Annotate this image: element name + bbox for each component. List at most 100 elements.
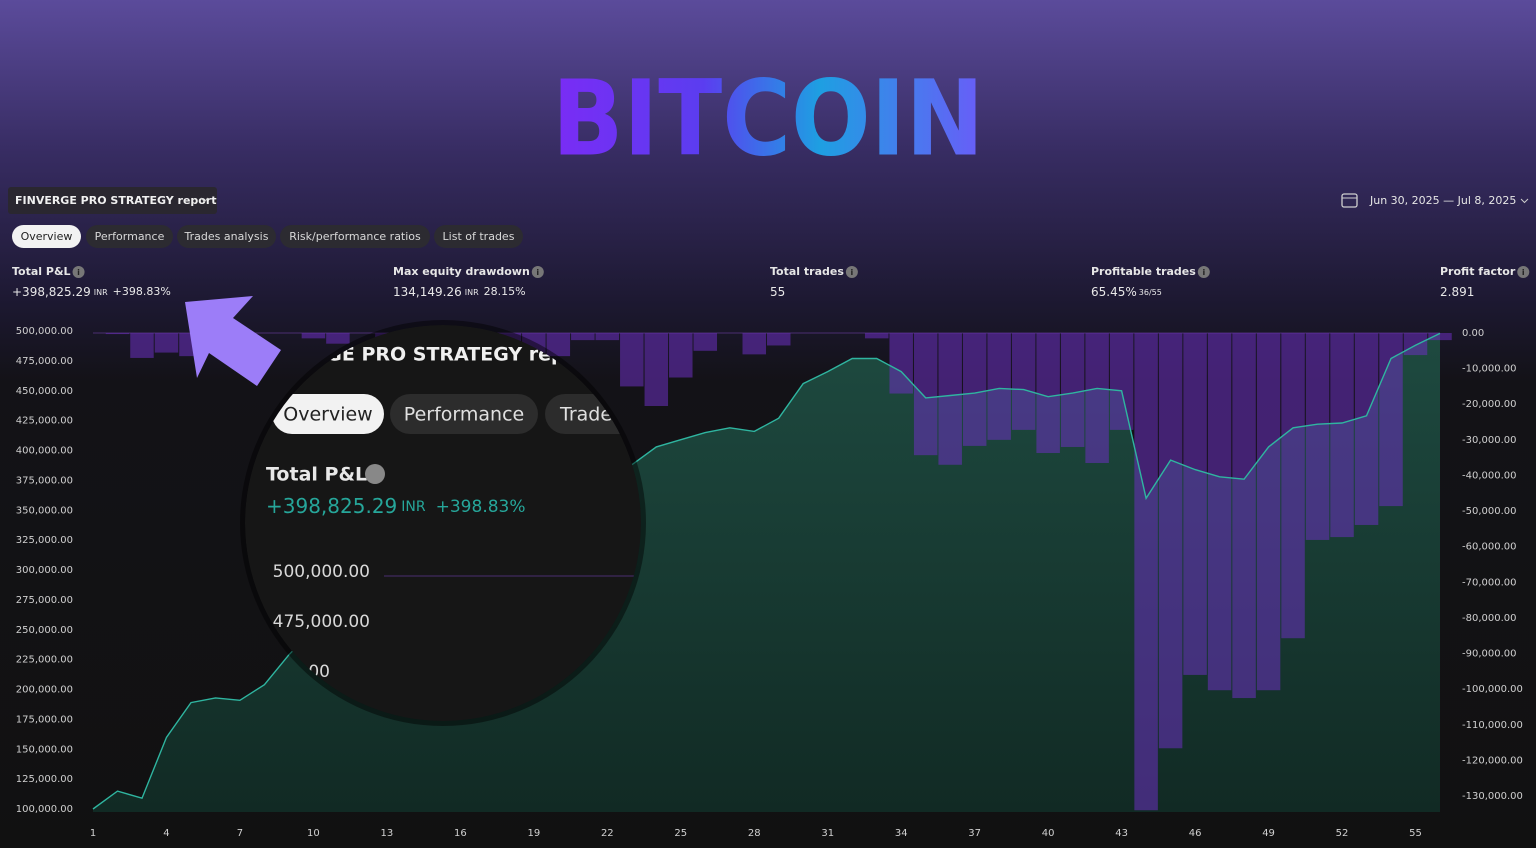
pointer-arrow [185, 296, 281, 386]
x-tick-label: 10 [307, 828, 320, 839]
x-tick-label: 25 [674, 828, 687, 839]
drawdown-bar [1109, 333, 1134, 430]
tab-bg[interactable] [12, 225, 81, 248]
extra: +398.83% [113, 285, 171, 298]
report-dropdown[interactable]: FINVERGE PRO STRATEGY report [8, 187, 217, 214]
drawdown-bar [864, 333, 889, 339]
tab[interactable]: Performance [95, 230, 165, 243]
tab[interactable]: Overview [21, 230, 73, 243]
drawdown-bar [913, 333, 938, 456]
drawdown-bar [105, 333, 130, 335]
value: +398,825.29 [12, 285, 91, 299]
stat-label: Profit factor [1440, 265, 1516, 278]
tab-bg[interactable] [280, 225, 430, 248]
drawdown-bar [987, 333, 1011, 440]
drawdown-bar [1134, 333, 1158, 811]
report-name[interactable]: FINVERGE PRO STRATEGY report [15, 194, 217, 207]
chevron [1520, 198, 1529, 204]
y2-tick-label: -50,000.00 [1462, 506, 1517, 517]
y-tick-label: 100,000.00 [16, 804, 73, 815]
y-tick-label: 200,000.00 [16, 685, 73, 696]
drawdown-bar [644, 333, 669, 407]
x-tick-label: 31 [821, 828, 834, 839]
zoom-y-label: 500,000.00 [273, 562, 370, 582]
stat-label: Total P&L [12, 265, 71, 278]
tab-bg[interactable] [434, 225, 523, 248]
dropdown-box[interactable] [8, 187, 217, 214]
tab-bg[interactable] [177, 225, 276, 248]
tab[interactable]: Risk/performance ratios [289, 230, 421, 243]
y-tick-label: 150,000.00 [16, 744, 73, 755]
y2-tick-label: -130,000.00 [1462, 791, 1523, 802]
y2-tick-label: -70,000.00 [1462, 577, 1517, 588]
info-icon [531, 266, 544, 278]
zoom-y-label: 475,000.00 [273, 612, 370, 632]
drawdown-bar [326, 333, 350, 344]
drawdown-bar [1183, 333, 1207, 675]
stat-value: 2.891 [1440, 285, 1474, 299]
x-tick-label: 22 [601, 828, 614, 839]
y2-tick-label: -10,000.00 [1462, 364, 1517, 375]
drawdown-bar [742, 333, 766, 355]
x-tick-label: 46 [1189, 828, 1202, 839]
x-tick-label: 16 [454, 828, 467, 839]
tabs: Overview Performance Trades analysis Risk/p… [12, 225, 523, 248]
y2-tick-label: -30,000.00 [1462, 435, 1517, 446]
drawdown-bar [1256, 333, 1281, 691]
info-i: i [1202, 268, 1205, 277]
y-tick-label: 350,000.00 [16, 505, 73, 516]
zoom-stat-value: +398,825.29 INR +398.83% [266, 494, 526, 518]
zoom-extra: +398.83% [436, 497, 526, 517]
value: 2.891 [1440, 285, 1474, 299]
tab[interactable]: Trades analysis [184, 230, 269, 243]
drawdown-bar [1085, 333, 1109, 463]
date-range[interactable]: Jun 30, 2025 — Jul 8, 2025 [1369, 194, 1516, 207]
x-tick-label: 43 [1115, 828, 1128, 839]
drawdown-bar [546, 333, 571, 357]
zoom-value: +398,825.29 [266, 494, 397, 518]
y-tick-label: 300,000.00 [16, 565, 73, 576]
x-tick-label: 19 [527, 828, 540, 839]
y2-tick-label: -60,000.00 [1462, 542, 1517, 553]
y2-tick-label: -110,000.00 [1462, 720, 1523, 731]
extra: 28.15% [484, 285, 526, 298]
x-tick-label: 37 [968, 828, 981, 839]
drawdown-bar [1379, 333, 1403, 507]
y-tick-label: 450,000.00 [16, 386, 73, 397]
zoom-tab: Overview [283, 404, 372, 426]
stat-value: 55 [770, 285, 785, 299]
tab[interactable]: List of trades [443, 230, 515, 243]
y2-tick-label: -100,000.00 [1462, 684, 1523, 695]
y-tick-label: 425,000.00 [16, 416, 73, 427]
y-tick-label: 175,000.00 [16, 714, 73, 725]
tab-bg[interactable] [86, 225, 173, 248]
info-i: i [536, 268, 539, 277]
stats: Total P&L i+398,825.29 INR +398.83%Max equi… [12, 265, 1530, 299]
drawdown-bar [1207, 333, 1232, 691]
drawdown-bar [1232, 333, 1256, 699]
drawdown-bar [620, 333, 644, 387]
y-tick-label: 375,000.00 [16, 475, 73, 486]
y2-tick-label: -120,000.00 [1462, 755, 1523, 766]
value: 134,149.26 [393, 285, 462, 299]
drawdown-bar [1011, 333, 1036, 430]
info-icon [1517, 266, 1530, 278]
drawdown-bar [1354, 333, 1379, 525]
drawdown-bar [962, 333, 987, 446]
info-icon [365, 464, 385, 484]
y-tick-label: 275,000.00 [16, 595, 73, 606]
x-tick-label: 40 [1042, 828, 1055, 839]
drawdown-bar [154, 333, 179, 353]
drawdown-bar [1281, 333, 1305, 639]
calendar-icon [1341, 193, 1358, 208]
stat-value: 134,149.26 INR 28.15% [393, 285, 526, 299]
y2-tick-label: -20,000.00 [1462, 399, 1517, 410]
x-tick-label: 55 [1409, 828, 1422, 839]
x-tick-label: 7 [237, 828, 243, 839]
chevron [200, 197, 209, 203]
y-tick-label: 400,000.00 [16, 446, 73, 457]
stat-label: Total trades [770, 265, 844, 278]
date-picker[interactable]: Jun 30, 2025 — Jul 8, 2025 [1341, 193, 1529, 208]
stat-label: Profitable trades [1091, 265, 1196, 278]
